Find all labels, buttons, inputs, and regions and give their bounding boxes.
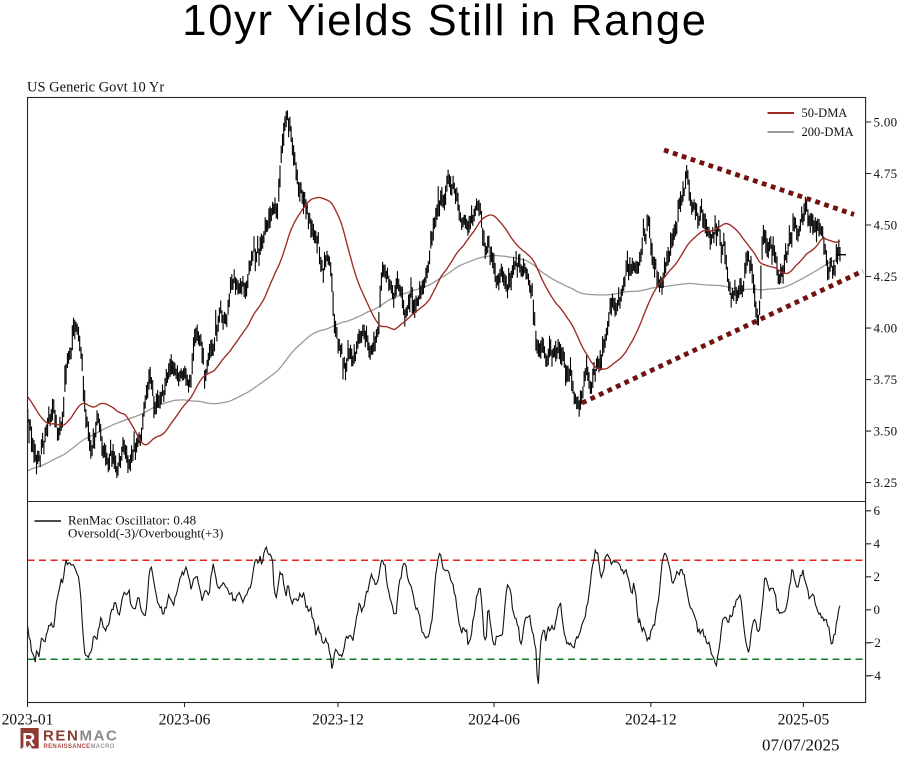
svg-text:4: 4 (874, 536, 881, 551)
svg-text:RENMAC: RENMAC (43, 728, 118, 745)
svg-text:2025-05: 2025-05 (778, 712, 830, 729)
svg-text:6: 6 (874, 503, 881, 518)
svg-text:4.00: 4.00 (874, 321, 898, 336)
svg-text:3.75: 3.75 (874, 372, 898, 387)
svg-text:4.75: 4.75 (874, 166, 898, 181)
svg-text:5.00: 5.00 (874, 114, 898, 129)
svg-text:2023-12: 2023-12 (312, 712, 364, 729)
svg-text:−4: −4 (867, 668, 881, 683)
svg-text:2024-12: 2024-12 (625, 712, 677, 729)
svg-text:RENAISSANCEMACRO: RENAISSANCEMACRO (44, 744, 115, 750)
svg-text:10yr Yields Still in Range: 10yr Yields Still in Range (182, 0, 707, 45)
svg-text:4.25: 4.25 (874, 269, 898, 284)
svg-text:3.25: 3.25 (874, 475, 898, 490)
svg-text:Oversold(-3)/Overbought(+3): Oversold(-3)/Overbought(+3) (68, 526, 223, 541)
svg-text:2: 2 (874, 569, 881, 584)
svg-text:4.50: 4.50 (874, 217, 898, 232)
svg-text:−2: −2 (867, 635, 881, 650)
svg-text:07/07/2025: 07/07/2025 (762, 736, 839, 755)
svg-text:2024-06: 2024-06 (468, 712, 520, 729)
svg-text:2023-01: 2023-01 (2, 712, 54, 729)
svg-text:2023-06: 2023-06 (159, 712, 211, 729)
svg-text:0: 0 (874, 602, 881, 617)
svg-text:200-DMA: 200-DMA (802, 125, 854, 139)
svg-text:50-DMA: 50-DMA (802, 106, 848, 120)
svg-text:RenMac Oscillator: 0.48: RenMac Oscillator: 0.48 (68, 513, 196, 528)
svg-text:US Generic Govt 10 Yr: US Generic Govt 10 Yr (27, 80, 164, 96)
svg-text:3.50: 3.50 (874, 424, 898, 439)
